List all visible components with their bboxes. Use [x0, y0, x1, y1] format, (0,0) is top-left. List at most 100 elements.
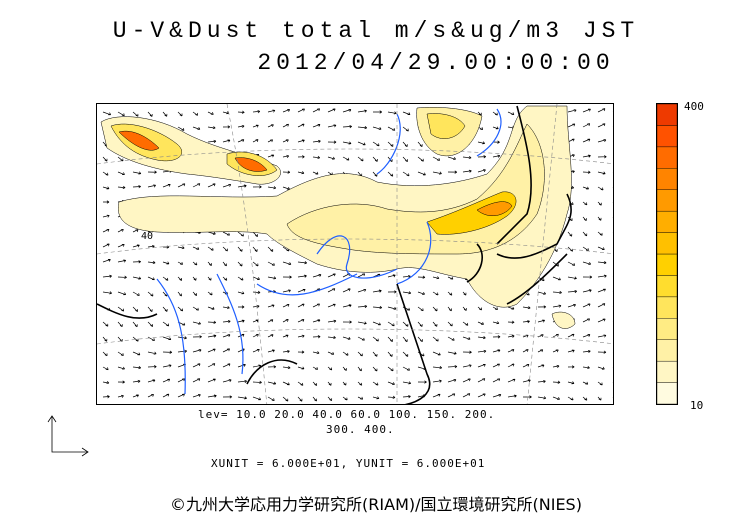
wind-arrow [147, 276, 155, 281]
wind-arrow [447, 351, 457, 355]
wind-arrow [417, 275, 426, 279]
wind-arrow [492, 349, 501, 353]
wind-arrow [417, 171, 426, 176]
wind-arrow [132, 351, 141, 356]
wind-arrow [582, 246, 589, 251]
colorbar-swatch [656, 275, 678, 298]
dust-field [100, 105, 576, 329]
wind-arrow [147, 393, 154, 398]
wind-arrow [132, 321, 138, 328]
colorbar-swatch [656, 168, 678, 190]
wind-arrow [297, 350, 305, 354]
wind-arrow [237, 184, 247, 188]
colorbar-swatch [656, 339, 678, 362]
wind-arrow [597, 171, 606, 175]
colorbar-swatch [656, 382, 678, 405]
wind-arrow [462, 306, 467, 311]
dust-map: 40 [96, 103, 614, 405]
wind-arrow [312, 155, 321, 160]
wind-arrow [207, 334, 217, 338]
contour-label: 40 [141, 231, 153, 242]
wind-arrow [147, 321, 154, 327]
wind-arrow [597, 186, 604, 191]
wind-arrow [357, 156, 364, 162]
colorbar-swatch [656, 125, 678, 148]
wind-arrow [612, 202, 613, 203]
map-canvas: 40 [97, 104, 613, 404]
wind-arrow [207, 126, 216, 130]
wind-arrow [552, 333, 559, 338]
wind-arrow [327, 140, 337, 144]
wind-arrow [432, 321, 438, 327]
wind-arrow [237, 305, 245, 309]
wind-arrow [582, 334, 591, 338]
wind-arrow [102, 214, 110, 218]
wind-arrow [477, 349, 487, 353]
wind-arrow [102, 274, 112, 278]
wind-arrow [582, 349, 591, 354]
wind-arrow [132, 171, 142, 175]
wind-arrow [582, 216, 587, 221]
wind-arrow [447, 291, 453, 296]
wind-arrow [597, 123, 606, 128]
wind-arrow [252, 124, 259, 128]
wind-arrow [237, 124, 245, 128]
wind-arrow [327, 108, 336, 113]
wind-arrow [282, 139, 289, 143]
wind-arrow [267, 124, 274, 128]
wind-arrow [552, 290, 562, 295]
wind-arrow [132, 306, 138, 312]
wind-arrow [432, 393, 441, 398]
wind-arrow [447, 156, 456, 160]
wind-arrow [117, 244, 125, 248]
wind-arrow [432, 156, 440, 161]
wind-arrow [387, 306, 397, 310]
wind-arrow [552, 396, 560, 400]
wind-arrow [207, 261, 212, 266]
wind-arrow [237, 319, 245, 323]
wind-arrow [222, 348, 230, 353]
wind-arrow [192, 321, 201, 325]
wind-arrow [117, 185, 126, 189]
copyright-footer: ©九州大学応用力学研究所(RIAM)/国立環境研究所(NIES) [170, 495, 582, 514]
wind-arrow [552, 304, 562, 308]
wind-arrow [222, 306, 230, 310]
wind-arrow [357, 141, 366, 146]
wind-arrow [477, 363, 486, 368]
wind-arrow [582, 261, 592, 265]
wind-arrow [312, 319, 321, 323]
wind-arrow [567, 304, 576, 308]
wind-arrow [447, 276, 454, 280]
wind-arrow [447, 379, 457, 383]
wind-arrow [402, 351, 409, 357]
wind-arrow [417, 321, 423, 327]
wind-arrow [342, 288, 351, 293]
wind-arrow [282, 123, 289, 128]
wind-arrow [162, 321, 170, 327]
wind-arrow [282, 396, 289, 402]
wind-arrow [102, 243, 110, 248]
wind-arrow [252, 290, 261, 294]
wind-arrow [117, 366, 125, 370]
wind-arrow [252, 261, 259, 267]
wind-arrow [207, 183, 216, 188]
wind-arrow [207, 111, 214, 115]
wind-arrow [207, 348, 216, 353]
wind-arrow [597, 139, 607, 143]
wind-arrow [117, 380, 125, 384]
wind-arrow [357, 109, 367, 113]
wind-arrow [477, 378, 486, 383]
wind-arrow [267, 304, 275, 308]
wind-arrow [567, 381, 575, 385]
wind-arrow [387, 111, 397, 115]
wind-arrow [132, 185, 141, 189]
wind-arrow [357, 366, 362, 372]
wind-arrow [282, 334, 289, 338]
colorbar-swatch [656, 232, 678, 255]
wind-arrow [387, 351, 393, 357]
wind-arrow [177, 111, 183, 117]
wind-arrow [267, 334, 274, 338]
wind-arrow [102, 156, 108, 162]
wind-arrow [312, 274, 322, 278]
wind-arrow [132, 276, 142, 280]
